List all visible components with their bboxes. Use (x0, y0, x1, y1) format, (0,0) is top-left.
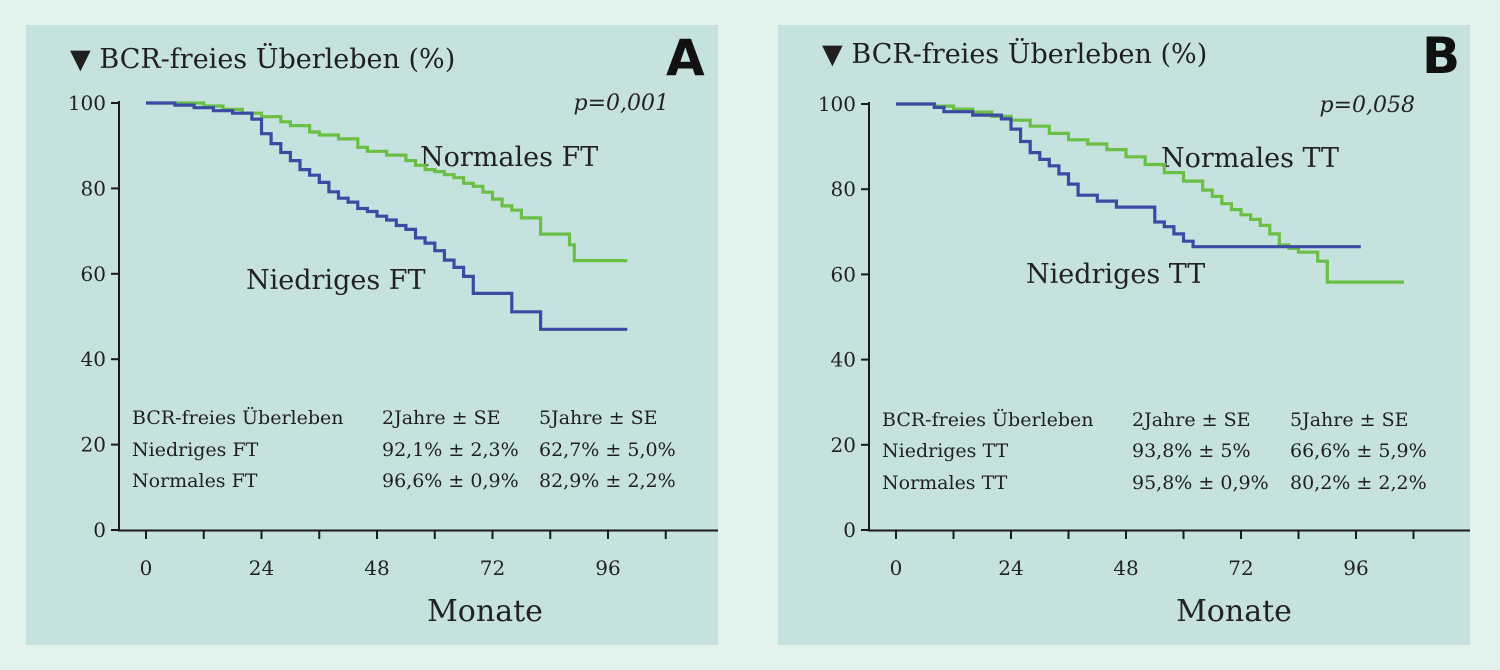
y-tick-label: 100 (818, 92, 856, 116)
table-row-low-label: Niedriges FT (132, 439, 259, 461)
axes-a: 0 20 40 60 80 100 0 24 48 72 96 Monate (68, 91, 718, 629)
x-tick-label: 48 (364, 556, 389, 580)
chart-a: ▼ BCR-freies Überleben (%) A p=0,001 Nor… (68, 29, 718, 629)
chart-title: ▼ BCR-freies Überleben (%) (70, 41, 455, 75)
survival-table: BCR-freies Überleben 2Jahre ± SE 5Jahre … (132, 406, 676, 492)
y-tick-label: 20 (831, 433, 856, 457)
panel-b: ▼ BCR-freies Überleben (%) B p=0,058 Nor… (778, 25, 1470, 645)
curve-label-low: Niedriges TT (1026, 259, 1205, 290)
table-row-low-5y: 62,7% ± 5,0% (539, 439, 676, 461)
x-tick-label: 96 (595, 556, 620, 580)
series-line-low (896, 102, 1361, 249)
panel-a: ▼ BCR-freies Überleben (%) A p=0,001 Nor… (26, 25, 718, 645)
x-tick-label: 24 (998, 556, 1023, 580)
x-tick-label: 0 (140, 556, 153, 580)
table-row-normal-5y: 82,9% ± 2,2% (539, 470, 676, 492)
table-row-normal-5y: 80,2% ± 2,2% (1290, 472, 1427, 494)
series-line-low (146, 101, 628, 331)
y-tick-label: 20 (81, 433, 106, 457)
table-header-2y: 2Jahre ± SE (1132, 409, 1250, 431)
y-tick-label: 40 (831, 348, 856, 372)
y-tick-label: 80 (831, 177, 856, 201)
p-value-annotation: p=0,001 (574, 91, 670, 116)
table-header-5y: 5Jahre ± SE (539, 407, 657, 429)
curves-b (896, 102, 1404, 284)
curve-label-normal: Normales TT (1161, 143, 1339, 174)
table-row-low-5y: 66,6% ± 5,9% (1290, 440, 1427, 462)
table-row-low-label: Niedriges TT (882, 440, 1008, 462)
y-tick-label: 60 (81, 262, 106, 286)
curves-a (146, 101, 628, 331)
y-tick-label: 40 (81, 347, 106, 371)
y-tick-label: 80 (81, 176, 106, 200)
table-row-normal-label: Normales FT (132, 470, 258, 492)
survival-table: BCR-freies Überleben 2Jahre ± SE 5Jahre … (882, 408, 1427, 494)
table-row-low-2y: 93,8% ± 5% (1132, 440, 1251, 462)
y-tick-label: 60 (831, 262, 856, 286)
table-header-label: BCR-freies Überleben (132, 406, 344, 429)
curve-label-low: Niedriges FT (246, 265, 426, 296)
chart-b: ▼ BCR-freies Überleben (%) B p=0,058 Nor… (818, 27, 1470, 629)
y-tick-label: 100 (68, 91, 106, 115)
y-tick-label: 0 (93, 518, 106, 542)
table-row-normal-2y: 95,8% ± 0,9% (1132, 472, 1269, 494)
p-value-annotation: p=0,058 (1320, 93, 1416, 118)
panel-letter: A (666, 29, 705, 87)
panel-letter: B (1422, 27, 1460, 85)
y-tick-label: 0 (843, 518, 856, 542)
table-header-2y: 2Jahre ± SE (382, 407, 500, 429)
table-header-label: BCR-freies Überleben (882, 408, 1094, 431)
x-tick-label: 96 (1343, 556, 1368, 580)
x-tick-label: 24 (249, 556, 274, 580)
table-header-5y: 5Jahre ± SE (1290, 409, 1408, 431)
table-row-normal-2y: 96,6% ± 0,9% (382, 470, 519, 492)
x-axis-label: Monate (427, 594, 543, 629)
axes-b: 0 20 40 60 80 100 0 24 48 72 96 Monate (818, 92, 1470, 629)
x-tick-label: 72 (480, 556, 505, 580)
x-tick-label: 0 (890, 556, 903, 580)
table-row-normal-label: Normales TT (882, 472, 1008, 494)
x-axis-label: Monate (1176, 594, 1292, 629)
chart-title: ▼ BCR-freies Überleben (%) (822, 36, 1207, 70)
curve-label-normal: Normales FT (420, 142, 598, 173)
series-line-normal (896, 102, 1404, 284)
series-line-normal (146, 101, 628, 263)
x-tick-label: 72 (1228, 556, 1253, 580)
table-row-low-2y: 92,1% ± 2,3% (382, 439, 519, 461)
x-tick-label: 48 (1113, 556, 1138, 580)
